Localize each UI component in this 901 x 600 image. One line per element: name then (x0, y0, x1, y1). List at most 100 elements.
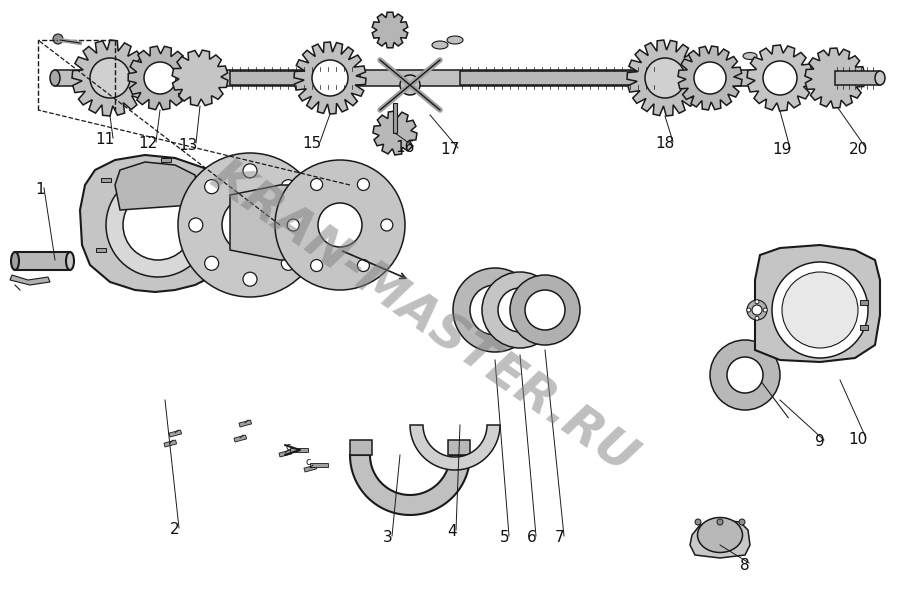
Polygon shape (172, 50, 228, 106)
Ellipse shape (66, 252, 74, 270)
Text: 18: 18 (655, 136, 675, 151)
Circle shape (381, 219, 393, 231)
Circle shape (205, 179, 219, 194)
Text: 15: 15 (303, 136, 322, 151)
Circle shape (727, 357, 763, 393)
Bar (310, 463, 328, 467)
Text: 19: 19 (772, 142, 792, 157)
Ellipse shape (50, 70, 60, 86)
Polygon shape (10, 275, 50, 285)
Ellipse shape (447, 36, 463, 44)
Circle shape (782, 272, 858, 348)
Circle shape (178, 153, 322, 297)
Bar (239, 420, 251, 427)
Circle shape (311, 260, 323, 272)
Bar (234, 435, 247, 442)
Polygon shape (350, 455, 470, 515)
Circle shape (106, 173, 210, 277)
Circle shape (297, 218, 311, 232)
Circle shape (645, 58, 685, 98)
Polygon shape (805, 48, 865, 108)
Polygon shape (755, 245, 880, 362)
Circle shape (772, 262, 868, 358)
Circle shape (205, 256, 219, 271)
Circle shape (752, 305, 762, 315)
Circle shape (318, 203, 362, 247)
Bar (304, 465, 316, 472)
Polygon shape (690, 520, 750, 558)
Bar (96, 248, 106, 252)
Polygon shape (747, 45, 813, 111)
Circle shape (498, 288, 542, 332)
Polygon shape (72, 40, 148, 116)
Text: 17: 17 (441, 142, 460, 157)
Ellipse shape (743, 52, 757, 59)
Text: 3: 3 (383, 530, 393, 545)
Ellipse shape (875, 71, 885, 85)
Polygon shape (678, 46, 742, 110)
Circle shape (358, 260, 369, 272)
Text: 6: 6 (527, 530, 537, 545)
Circle shape (312, 60, 348, 96)
Text: 11: 11 (96, 133, 114, 148)
Bar (448, 440, 470, 455)
Circle shape (275, 160, 405, 290)
Circle shape (287, 219, 299, 231)
Bar (279, 450, 292, 457)
Ellipse shape (432, 41, 448, 49)
Polygon shape (80, 155, 235, 292)
Circle shape (144, 62, 176, 94)
Circle shape (695, 519, 701, 525)
Text: 5: 5 (500, 530, 510, 545)
Polygon shape (230, 185, 340, 260)
Bar (460, 71, 660, 85)
Circle shape (189, 218, 203, 232)
Text: 10: 10 (849, 433, 868, 448)
Circle shape (747, 308, 751, 312)
Polygon shape (115, 162, 198, 210)
Text: KRAN-MASTER.RU: KRAN-MASTER.RU (201, 152, 646, 484)
Circle shape (710, 340, 780, 410)
Text: 12: 12 (139, 136, 158, 151)
Ellipse shape (697, 517, 742, 553)
Text: 2: 2 (170, 523, 180, 538)
Ellipse shape (830, 70, 840, 86)
Polygon shape (627, 40, 703, 116)
Circle shape (739, 519, 745, 525)
Circle shape (281, 256, 296, 271)
Polygon shape (372, 12, 408, 48)
Circle shape (222, 197, 278, 253)
Circle shape (747, 300, 767, 320)
Bar (15, 252, 70, 270)
Circle shape (482, 272, 558, 348)
Circle shape (453, 268, 537, 352)
Circle shape (755, 300, 759, 304)
Circle shape (243, 164, 257, 178)
Circle shape (763, 61, 797, 95)
Circle shape (90, 58, 130, 98)
Text: 13: 13 (178, 137, 197, 152)
Text: 1: 1 (35, 182, 45, 197)
Circle shape (717, 519, 723, 525)
Circle shape (525, 290, 565, 330)
Bar (350, 440, 372, 455)
Polygon shape (128, 46, 192, 110)
Text: 4: 4 (447, 524, 457, 539)
Text: 8: 8 (741, 557, 750, 572)
Bar (164, 440, 177, 447)
Polygon shape (373, 111, 417, 155)
Circle shape (281, 179, 296, 194)
Bar (860, 325, 868, 330)
Bar (393, 103, 397, 133)
Circle shape (763, 308, 768, 312)
Circle shape (400, 75, 420, 95)
Circle shape (510, 275, 580, 345)
Bar (230, 71, 360, 85)
Text: 20: 20 (849, 142, 868, 157)
Text: c: c (285, 442, 290, 452)
Bar (860, 300, 868, 305)
Text: 9: 9 (815, 434, 825, 449)
Bar (169, 430, 182, 437)
Text: 7: 7 (555, 530, 565, 545)
Circle shape (243, 272, 257, 286)
